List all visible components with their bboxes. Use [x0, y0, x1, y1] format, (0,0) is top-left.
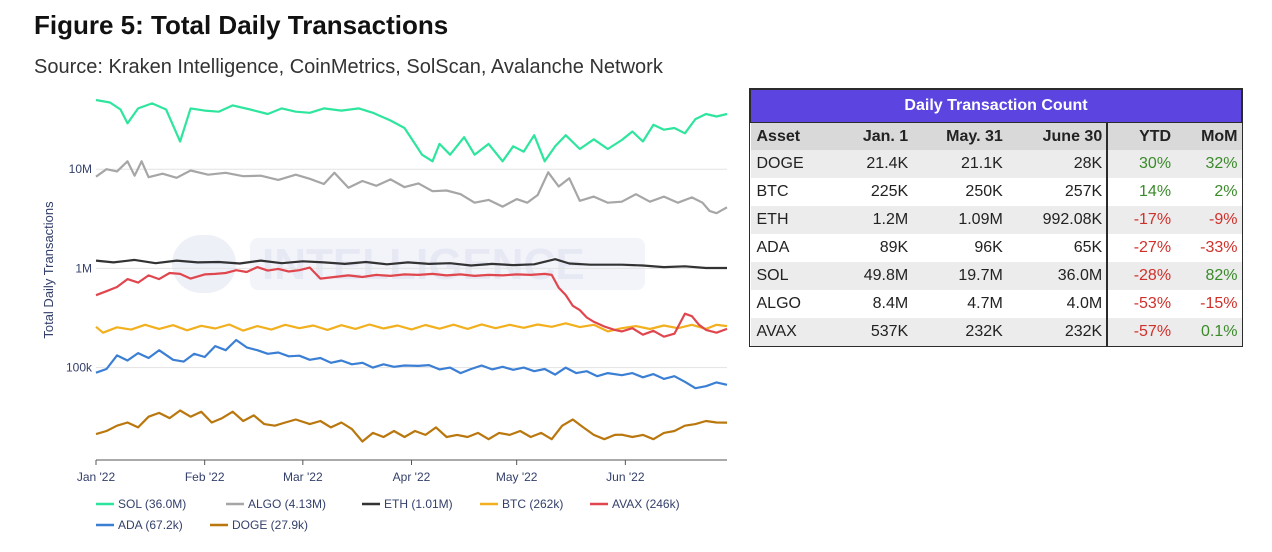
series-line-btc: [95, 322, 728, 334]
cell-jun30: 232K: [1006, 318, 1109, 346]
x-tick-label: Jan '22: [77, 470, 116, 484]
cell-jan1: 21.4K: [834, 150, 913, 178]
table-row: ADA 89K 96K 65K -27% -33%: [750, 234, 1242, 262]
cell-ytd: -53%: [1107, 290, 1176, 318]
cell-jun30: 992.08K: [1006, 206, 1109, 234]
cell-may31: 96K: [912, 234, 1007, 262]
cell-asset: ALGO: [750, 290, 835, 318]
cell-asset: ETH: [750, 206, 835, 234]
table-row: ALGO 8.4M 4.7M 4.0M -53% -15%: [750, 290, 1242, 318]
y-axis-label: Total Daily Transactions: [41, 201, 56, 339]
legend-label: DOGE (27.9k): [232, 518, 308, 532]
cell-may31: 21.1K: [912, 150, 1007, 178]
series-line-sol: [95, 98, 728, 163]
cell-ytd: 14%: [1107, 178, 1176, 206]
legend-label: SOL (36.0M): [118, 497, 186, 511]
cell-mom: -15%: [1175, 290, 1242, 318]
table-row: ETH 1.2M 1.09M 992.08K -17% -9%: [750, 206, 1242, 234]
table-row: DOGE 21.4K 21.1K 28K 30% 32%: [750, 150, 1242, 178]
cell-may31: 19.7M: [912, 262, 1007, 290]
table-caption: Daily Transaction Count: [750, 89, 1242, 123]
cell-jan1: 8.4M: [834, 290, 913, 318]
figure-subtitle: Source: Kraken Intelligence, CoinMetrics…: [34, 56, 663, 78]
cell-jan1: 89K: [834, 234, 913, 262]
legend-label: ALGO (4.13M): [248, 497, 326, 511]
x-tick-label: May '22: [496, 470, 538, 484]
cell-ytd: 30%: [1107, 150, 1176, 178]
cell-jan1: 1.2M: [834, 206, 913, 234]
cell-jan1: 49.8M: [834, 262, 913, 290]
y-tick-label: 10M: [69, 162, 92, 176]
cell-may31: 4.7M: [912, 290, 1007, 318]
legend-label: BTC (262k): [502, 497, 563, 511]
cell-jan1: 537K: [834, 318, 913, 346]
cell-mom: 0.1%: [1175, 318, 1242, 346]
cell-may31: 250K: [912, 178, 1007, 206]
series-line-algo: [95, 160, 728, 215]
legend-label: AVAX (246k): [612, 497, 680, 511]
cell-asset: AVAX: [750, 318, 835, 346]
header-may31: May. 31: [912, 122, 1007, 150]
cell-ytd: -27%: [1107, 234, 1176, 262]
figure-title: Figure 5: Total Daily Transactions: [34, 10, 449, 40]
series-line-ada: [95, 338, 728, 390]
header-mom: MoM: [1175, 122, 1242, 150]
legend-label: ADA (67.2k): [118, 518, 183, 532]
y-axis-ticks: 100k 1M 10M: [66, 162, 93, 374]
header-jun30: June 30: [1006, 122, 1109, 150]
cell-asset: DOGE: [750, 150, 835, 178]
table-row: AVAX 537K 232K 232K -57% 0.1%: [750, 318, 1242, 346]
legend-label: ETH (1.01M): [384, 497, 453, 511]
cell-jun30: 257K: [1006, 178, 1109, 206]
cell-may31: 1.09M: [912, 206, 1007, 234]
cell-jun30: 28K: [1006, 150, 1109, 178]
cell-jun30: 4.0M: [1006, 290, 1109, 318]
cell-asset: BTC: [750, 178, 835, 206]
grid: [96, 168, 727, 369]
legend: SOL (36.0M) ALGO (4.13M) ETH (1.01M) BTC (2…: [96, 497, 680, 532]
x-tick-label: Jun '22: [606, 470, 645, 484]
series-lines: [95, 98, 728, 443]
table-row: SOL 49.8M 19.7M 36.0M -28% 82%: [750, 262, 1242, 290]
header-ytd: YTD: [1107, 122, 1176, 150]
series-line-eth: [95, 258, 727, 270]
x-tick-label: Apr '22: [393, 470, 431, 484]
x-tick-label: Mar '22: [283, 470, 323, 484]
y-tick-label: 100k: [66, 361, 93, 375]
header-jan1: Jan. 1: [834, 122, 913, 150]
cell-jun30: 36.0M: [1006, 262, 1109, 290]
cell-ytd: -57%: [1107, 318, 1176, 346]
y-tick-label: 1M: [75, 261, 92, 275]
cell-mom: -33%: [1175, 234, 1242, 262]
cell-mom: 2%: [1175, 178, 1242, 206]
table-row: BTC 225K 250K 257K 14% 2%: [750, 178, 1242, 206]
cell-mom: -9%: [1175, 206, 1242, 234]
x-tick-label: Feb '22: [185, 470, 225, 484]
cell-may31: 232K: [912, 318, 1007, 346]
cell-mom: 82%: [1175, 262, 1242, 290]
x-axis: Jan '22 Feb '22 Mar '22 Apr '22 May '22 Jun '…: [77, 459, 727, 484]
cell-asset: ADA: [750, 234, 835, 262]
header-asset: Asset: [750, 122, 835, 150]
cell-ytd: -28%: [1107, 262, 1176, 290]
series-line-doge: [95, 409, 728, 443]
cell-jan1: 225K: [834, 178, 913, 206]
transaction-table: Daily Transaction Count Asset Jan. 1 May…: [749, 88, 1243, 347]
cell-jun30: 65K: [1006, 234, 1109, 262]
cell-mom: 32%: [1175, 150, 1242, 178]
table-header-row: Asset Jan. 1 May. 31 June 30 YTD MoM: [750, 122, 1242, 150]
cell-asset: SOL: [750, 262, 835, 290]
series-line-avax: [95, 266, 728, 338]
cell-ytd: -17%: [1107, 206, 1176, 234]
